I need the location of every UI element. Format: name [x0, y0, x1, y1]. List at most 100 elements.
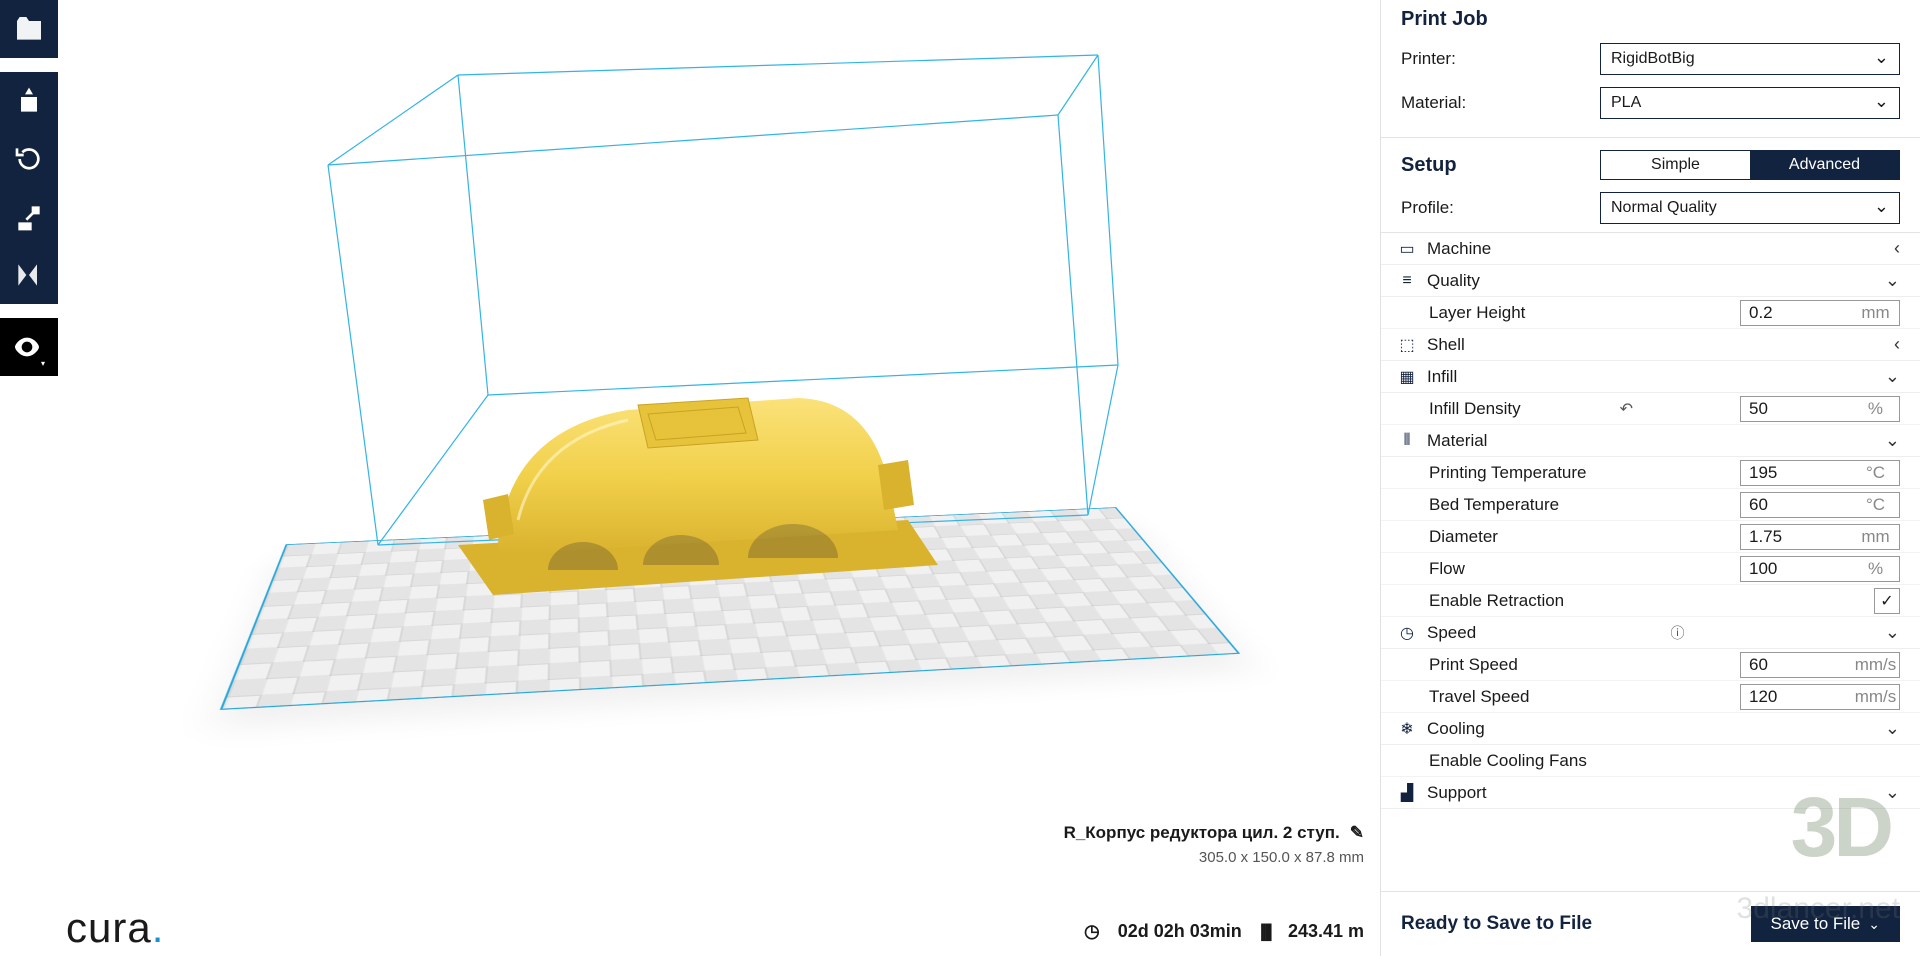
category-infill[interactable]: ▦ Infill ⌄: [1381, 361, 1920, 393]
mode-simple-button[interactable]: Simple: [1601, 151, 1750, 179]
info-icon[interactable]: ⓘ: [1671, 623, 1685, 643]
material-select[interactable]: PLA: [1600, 87, 1900, 119]
settings-panel: Print Job Printer: RigidBotBig Material:…: [1380, 0, 1920, 956]
category-material-label: Material: [1427, 431, 1487, 451]
setting-infill-density: Infill Density ↶ 50 %: [1381, 393, 1920, 425]
open-file-button[interactable]: [0, 0, 58, 58]
bed-temp-unit: °C: [1851, 495, 1899, 515]
category-machine-label: Machine: [1427, 239, 1491, 259]
tool-scale-button[interactable]: [0, 188, 58, 246]
category-cooling[interactable]: ❄ Cooling ⌄: [1381, 713, 1920, 745]
flow-value: 100: [1741, 559, 1851, 579]
printing-temp-input[interactable]: 195°C: [1740, 460, 1900, 486]
status-bar: ◷ 02d 02h 03min ||||| 243.41 m: [1084, 921, 1364, 942]
print-time: 02d 02h 03min: [1118, 921, 1242, 942]
material-label: Material:: [1401, 93, 1466, 113]
profile-select[interactable]: Normal Quality: [1600, 192, 1900, 224]
setting-print-speed: Print Speed 60mm/s: [1381, 649, 1920, 681]
printer-select[interactable]: RigidBotBig: [1600, 43, 1900, 75]
viewport-3d[interactable]: R_Корпус редуктора цил. 2 ступ. ✎ 305.0 …: [58, 0, 1380, 956]
ready-status: Ready to Save to File: [1401, 913, 1592, 935]
category-shell[interactable]: ⬚ Shell ‹: [1381, 329, 1920, 361]
bottom-bar: Ready to Save to File Save to File: [1381, 891, 1920, 956]
app-logo: cura.: [66, 904, 164, 952]
layer-height-input[interactable]: 0.2 mm: [1740, 300, 1900, 326]
save-to-file-button[interactable]: Save to File: [1751, 906, 1901, 942]
infill-density-label: Infill Density: [1429, 399, 1521, 419]
mode-advanced-button[interactable]: Advanced: [1750, 151, 1899, 179]
infill-icon: ▦: [1397, 367, 1417, 387]
material-icon: ⦀: [1397, 432, 1417, 450]
printer-label: Printer:: [1401, 49, 1456, 69]
travel-speed-value: 120: [1741, 687, 1851, 707]
travel-speed-input[interactable]: 120mm/s: [1740, 684, 1900, 710]
category-quality[interactable]: ≡ Quality ⌄: [1381, 265, 1920, 297]
printer-value: RigidBotBig: [1611, 50, 1695, 68]
flow-unit: %: [1851, 559, 1899, 579]
bed-temp-label: Bed Temperature: [1429, 495, 1559, 515]
tool-move-button[interactable]: [0, 72, 58, 130]
flow-label: Flow: [1429, 559, 1465, 579]
chevron-down-icon: ⌄: [1885, 782, 1900, 803]
category-shell-label: Shell: [1427, 335, 1465, 355]
category-support-label: Support: [1427, 783, 1487, 803]
setting-printing-temp: Printing Temperature 195°C: [1381, 457, 1920, 489]
logo-text: cura: [66, 904, 152, 951]
category-speed[interactable]: ◷ Speed ⓘ ⌄: [1381, 617, 1920, 649]
tool-rotate-button[interactable]: [0, 130, 58, 188]
mode-toggle: Simple Advanced: [1600, 150, 1900, 180]
travel-speed-unit: mm/s: [1851, 687, 1899, 707]
enable-cooling-label: Enable Cooling Fans: [1429, 751, 1587, 771]
category-speed-label: Speed: [1427, 623, 1476, 643]
category-machine[interactable]: ▭ Machine ‹: [1381, 233, 1920, 265]
setup-heading: Setup: [1401, 154, 1457, 177]
layer-height-label: Layer Height: [1429, 303, 1525, 323]
flow-input[interactable]: 100%: [1740, 556, 1900, 582]
layer-height-value: 0.2: [1741, 303, 1851, 323]
model-preview[interactable]: [438, 370, 958, 610]
layer-height-unit: mm: [1851, 303, 1899, 323]
setting-flow: Flow 100%: [1381, 553, 1920, 585]
chevron-down-icon: ⌄: [1885, 366, 1900, 387]
print-speed-input[interactable]: 60mm/s: [1740, 652, 1900, 678]
chevron-left-icon: ‹: [1894, 334, 1900, 355]
travel-speed-label: Travel Speed: [1429, 687, 1529, 707]
tool-mirror-button[interactable]: [0, 246, 58, 304]
object-dimensions: 305.0 x 150.0 x 87.8 mm: [1064, 849, 1364, 866]
category-support[interactable]: ▟ Support ⌄: [1381, 777, 1920, 809]
diameter-label: Diameter: [1429, 527, 1498, 547]
diameter-input[interactable]: 1.75mm: [1740, 524, 1900, 550]
undo-icon[interactable]: ↶: [1620, 399, 1633, 419]
edit-name-icon[interactable]: ✎: [1350, 823, 1364, 843]
quality-icon: ≡: [1397, 272, 1417, 290]
diameter-value: 1.75: [1741, 527, 1851, 547]
setting-travel-speed: Travel Speed 120mm/s: [1381, 681, 1920, 713]
support-icon: ▟: [1397, 783, 1417, 803]
cooling-icon: ❄: [1397, 719, 1417, 739]
category-material[interactable]: ⦀ Material ⌄: [1381, 425, 1920, 457]
save-button-label: Save to File: [1771, 914, 1861, 934]
speed-icon: ◷: [1397, 623, 1417, 643]
object-info: R_Корпус редуктора цил. 2 ступ. ✎ 305.0 …: [1064, 823, 1364, 866]
enable-retraction-checkbox[interactable]: ✓: [1874, 588, 1900, 614]
setting-bed-temp: Bed Temperature 60°C: [1381, 489, 1920, 521]
setting-enable-cooling: Enable Cooling Fans: [1381, 745, 1920, 777]
chevron-down-icon: ⌄: [1885, 270, 1900, 291]
settings-list: ▭ Machine ‹ ≡ Quality ⌄ Layer Height 0.2…: [1381, 232, 1920, 891]
chevron-down-icon: ⌄: [1885, 430, 1900, 451]
logo-dot: .: [152, 904, 165, 951]
profile-label: Profile:: [1401, 198, 1454, 218]
printing-temp-value: 195: [1741, 463, 1851, 483]
infill-density-unit: %: [1851, 399, 1899, 419]
print-speed-unit: mm/s: [1851, 655, 1899, 675]
filament-icon: |||||: [1260, 921, 1270, 942]
infill-density-input[interactable]: 50 %: [1740, 396, 1900, 422]
category-infill-label: Infill: [1427, 367, 1457, 387]
shell-icon: ⬚: [1397, 335, 1417, 355]
object-name: R_Корпус редуктора цил. 2 ступ.: [1064, 823, 1340, 843]
setting-layer-height: Layer Height 0.2 mm: [1381, 297, 1920, 329]
chevron-down-icon: ⌄: [1885, 622, 1900, 643]
chevron-left-icon: ‹: [1894, 238, 1900, 259]
bed-temp-input[interactable]: 60°C: [1740, 492, 1900, 518]
view-mode-button[interactable]: ▾: [0, 318, 58, 376]
